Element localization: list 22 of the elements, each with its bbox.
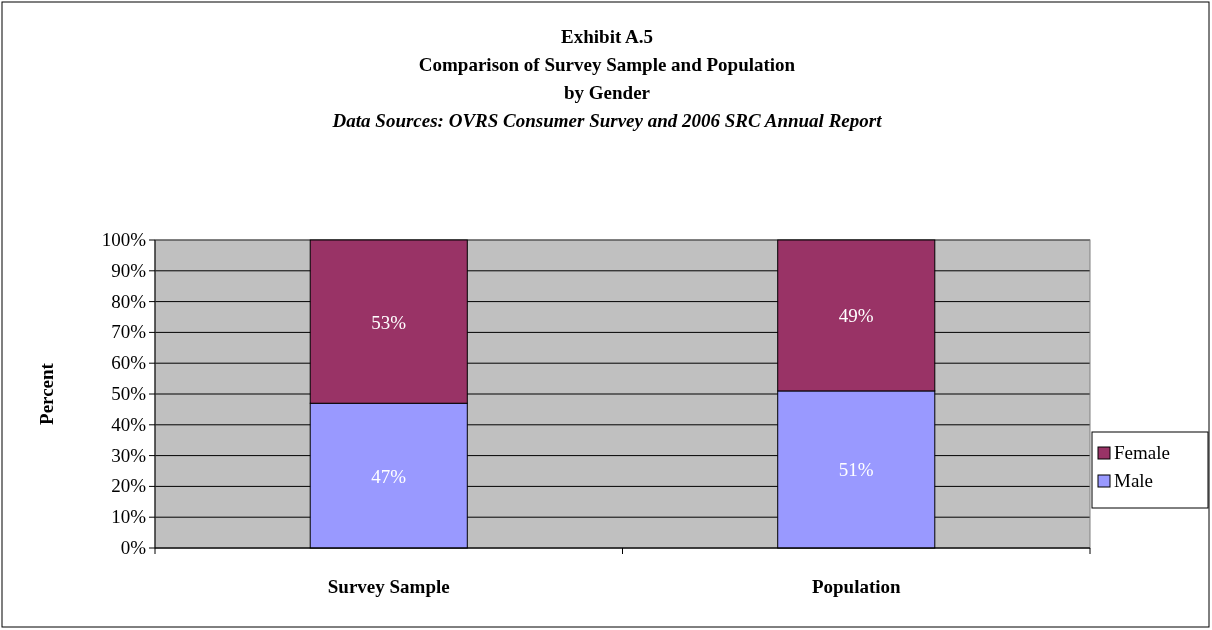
chart-subtitle: Data Sources: OVRS Consumer Survey and 2006 SRC Annual Report (331, 110, 883, 131)
y-axis-title: Percent (36, 362, 57, 425)
y-tick-label: 50% (111, 383, 147, 404)
data-label: 51% (838, 459, 874, 481)
y-tick-label: 0% (120, 537, 147, 558)
y-tick-label: 70% (111, 321, 147, 343)
y-tick-label: 10% (111, 506, 147, 528)
y-tick-label: 90% (111, 259, 147, 281)
x-tick-label: Survey Sample (327, 576, 450, 597)
y-tick-label: 40% (111, 413, 147, 435)
y-tick-label: 20% (111, 475, 147, 497)
y-tick-label: 60% (111, 352, 147, 374)
legend-label: Male (1114, 470, 1154, 491)
legend-label: Female (1114, 442, 1170, 463)
data-label: 49% (838, 305, 874, 327)
y-tick-label: 30% (111, 444, 147, 466)
y-tick-label: 100% (101, 229, 147, 250)
chart-title: Exhibit A.5 Comparison of Survey Sample and Population by Gender (418, 26, 796, 103)
data-label: 53% (371, 311, 407, 333)
data-label: 47% (371, 465, 407, 487)
y-tick-label: 80% (111, 290, 147, 312)
x-tick-label: Population (811, 576, 902, 597)
